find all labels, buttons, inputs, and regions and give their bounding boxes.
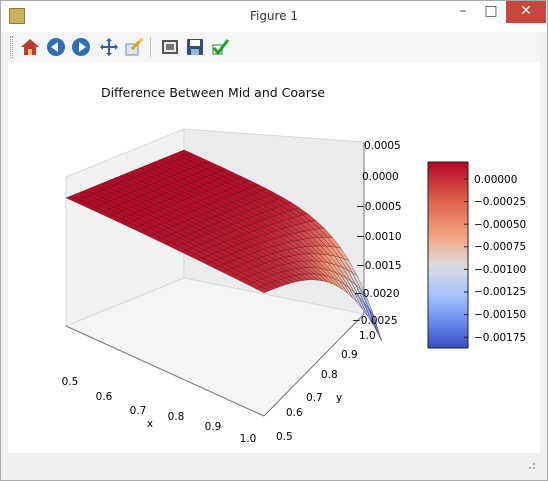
colorbar-tick-label: −0.00175 [474,332,526,344]
z-tick-label: −0.0025 [352,315,398,327]
save-button[interactable] [184,36,206,58]
pan-icon [100,38,118,56]
y-tick-label: 1.0 [359,330,376,342]
x-axis-label: x [147,418,153,430]
maximize-button[interactable]: □ [484,3,498,19]
z-tick-label: −0.0020 [354,288,400,300]
surface-plot[interactable]: Difference Between Mid and Coarse 0.5 0.… [8,62,540,453]
close-button[interactable]: ✕ [506,1,546,23]
z-tick-label: −0.0005 [356,201,402,213]
home-button[interactable] [19,36,41,58]
z-tick-label: 0.0005 [364,140,401,152]
z-tick-label: 0.0000 [362,171,399,183]
colorbar-tick-label: −0.00025 [474,196,526,208]
forward-icon [72,38,90,56]
back-button[interactable] [45,36,67,58]
pan-button[interactable] [98,36,120,58]
z-axis: 0.0005 0.0000 −0.0005 −0.0010 −0.0015 −0… [352,140,402,327]
y-tick-label: 0.9 [341,349,358,361]
app-icon [9,8,25,24]
colorbar: 0.00000 −0.00025 −0.00050 −0.00075 −0.00… [427,161,526,349]
colorbar-tick-label: −0.00050 [474,219,526,231]
colorbar-tick-label: −0.00100 [474,264,526,276]
x-tick-label: 0.9 [205,421,222,433]
edit-axis-button[interactable] [209,36,231,58]
minimize-button[interactable]: – [459,3,467,19]
colorbar-tick-label: −0.00075 [474,241,526,253]
x-axis: 0.5 0.6 0.7 0.8 0.9 1.0 x [62,376,257,445]
x-tick-label: 1.0 [240,433,257,445]
figure-canvas[interactable]: Difference Between Mid and Coarse 0.5 0.… [8,62,540,453]
surface-mesh [65,149,383,342]
back-icon [47,38,65,56]
forward-button[interactable] [70,36,92,58]
configure-subplots-icon [162,40,178,54]
window-title: Figure 1 [249,9,299,23]
toolbar-grip[interactable] [10,36,13,58]
colorbar-tick-label: −0.00150 [474,309,526,321]
z-tick-label: −0.0010 [356,231,402,243]
x-tick-label: 0.8 [168,411,185,423]
resize-grip-icon[interactable] [526,460,536,470]
save-icon [187,39,203,55]
zoom-button[interactable] [123,36,145,58]
z-tick-label: −0.0015 [356,260,402,272]
y-tick-label: 0.7 [306,392,323,404]
y-tick-label: 0.6 [286,407,303,419]
colorbar-gradient [427,161,469,349]
x-tick-label: 0.5 [62,376,79,388]
status-bar [8,453,540,473]
edit-axis-icon [212,39,230,56]
navigation-toolbar [8,32,540,62]
configure-subplots-button[interactable] [159,36,181,58]
y-tick-label: 0.5 [276,431,293,443]
y-axis: 0.5 0.6 0.7 0.8 0.9 1.0 y [276,330,376,443]
title-bar: Figure 1 – □ ✕ [1,1,547,32]
chart-title: Difference Between Mid and Coarse [101,85,325,100]
colorbar-tick-label: −0.00125 [474,286,526,298]
zoom-icon [125,38,143,56]
y-tick-label: 0.8 [321,369,338,381]
y-axis-label: y [336,392,342,404]
colorbar-tick-label: 0.00000 [474,174,517,186]
surface-facet [255,286,270,293]
x-tick-label: 0.6 [96,391,113,403]
home-icon [21,39,39,55]
x-tick-label: 0.7 [130,405,147,417]
toolbar-separator [150,37,151,57]
